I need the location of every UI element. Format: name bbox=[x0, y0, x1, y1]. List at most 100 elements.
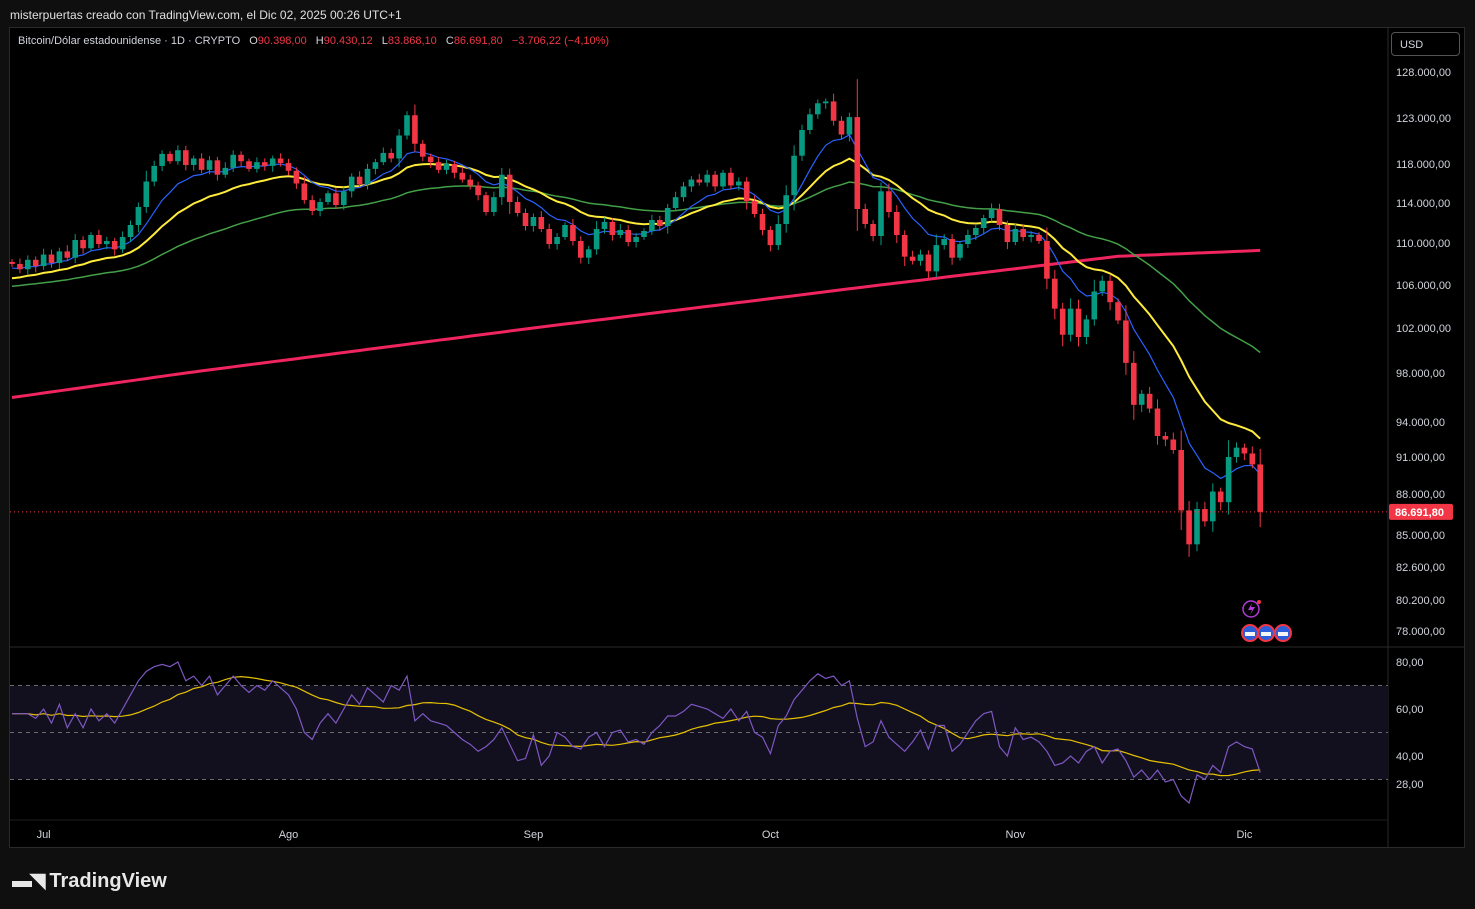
candle[interactable] bbox=[578, 241, 584, 258]
candle[interactable] bbox=[1052, 278, 1058, 309]
candle[interactable] bbox=[633, 237, 639, 242]
candle[interactable] bbox=[483, 195, 489, 212]
candle[interactable] bbox=[341, 191, 347, 205]
candle[interactable] bbox=[807, 114, 813, 130]
candle[interactable] bbox=[728, 172, 734, 186]
candle[interactable] bbox=[862, 209, 868, 224]
candle[interactable] bbox=[32, 259, 39, 267]
candle[interactable] bbox=[104, 241, 110, 245]
candle[interactable] bbox=[538, 217, 545, 229]
candle[interactable] bbox=[657, 220, 663, 226]
candle[interactable] bbox=[973, 228, 979, 235]
candle[interactable] bbox=[720, 172, 726, 187]
candle[interactable] bbox=[767, 230, 774, 246]
candle[interactable] bbox=[1210, 491, 1216, 522]
candle[interactable] bbox=[664, 208, 671, 226]
candle[interactable] bbox=[1075, 308, 1082, 337]
candle[interactable] bbox=[562, 225, 568, 237]
candle[interactable] bbox=[925, 254, 932, 272]
candle[interactable] bbox=[751, 201, 758, 214]
candle[interactable] bbox=[475, 185, 481, 196]
candle[interactable] bbox=[277, 158, 284, 164]
candle[interactable] bbox=[467, 179, 473, 186]
candle[interactable] bbox=[348, 176, 355, 192]
candle[interactable] bbox=[135, 207, 142, 225]
candle[interactable] bbox=[1059, 308, 1066, 335]
candle[interactable] bbox=[40, 254, 47, 267]
candle[interactable] bbox=[127, 225, 134, 237]
candle[interactable] bbox=[1146, 393, 1153, 409]
candle[interactable] bbox=[254, 162, 260, 169]
candle[interactable] bbox=[499, 174, 505, 198]
candle[interactable] bbox=[570, 225, 576, 241]
candle[interactable] bbox=[783, 195, 789, 224]
candle[interactable] bbox=[1257, 464, 1263, 512]
candle[interactable] bbox=[167, 153, 173, 162]
candle[interactable] bbox=[64, 251, 71, 258]
candle[interactable] bbox=[222, 167, 229, 175]
candle[interactable] bbox=[183, 150, 189, 165]
candle[interactable] bbox=[941, 239, 947, 246]
candle[interactable] bbox=[246, 161, 252, 169]
candle[interactable] bbox=[609, 222, 616, 235]
candle[interactable] bbox=[1249, 453, 1256, 465]
candle[interactable] bbox=[1186, 510, 1192, 545]
candle[interactable] bbox=[1083, 319, 1090, 337]
candle[interactable] bbox=[56, 251, 63, 263]
candle[interactable] bbox=[420, 143, 426, 157]
candle[interactable] bbox=[688, 179, 695, 187]
candle[interactable] bbox=[886, 191, 892, 212]
candle[interactable] bbox=[965, 235, 971, 245]
candle[interactable] bbox=[372, 162, 379, 169]
candle[interactable] bbox=[1036, 235, 1042, 241]
candle[interactable] bbox=[522, 213, 529, 226]
symbol-name[interactable]: Bitcoin/Dólar estadounidense · 1D · CRYP… bbox=[18, 35, 241, 47]
candle[interactable] bbox=[917, 254, 924, 261]
candle[interactable] bbox=[388, 152, 394, 159]
candle[interactable] bbox=[830, 101, 837, 121]
candle[interactable] bbox=[427, 156, 434, 163]
candle[interactable] bbox=[759, 214, 766, 230]
candle[interactable] bbox=[1138, 393, 1145, 405]
candle[interactable] bbox=[909, 256, 916, 261]
candle[interactable] bbox=[48, 254, 55, 263]
candle[interactable] bbox=[262, 162, 268, 166]
currency-button[interactable]: USD bbox=[1391, 32, 1460, 56]
candle[interactable] bbox=[1020, 229, 1026, 237]
candle[interactable] bbox=[554, 237, 560, 245]
candle[interactable] bbox=[838, 120, 845, 135]
candle[interactable] bbox=[269, 158, 276, 166]
candle[interactable] bbox=[641, 231, 647, 237]
candle[interactable] bbox=[649, 220, 655, 231]
candle[interactable] bbox=[396, 135, 402, 159]
candle[interactable] bbox=[949, 239, 955, 258]
candle[interactable] bbox=[1012, 229, 1019, 242]
candle[interactable] bbox=[846, 117, 853, 135]
candle[interactable] bbox=[736, 181, 742, 186]
candle[interactable] bbox=[88, 235, 94, 249]
candle[interactable] bbox=[206, 160, 213, 170]
candle[interactable] bbox=[1004, 225, 1011, 242]
candle[interactable] bbox=[506, 174, 513, 203]
candle[interactable] bbox=[996, 209, 1003, 225]
candle[interactable] bbox=[238, 154, 244, 162]
candle[interactable] bbox=[815, 103, 821, 115]
candle[interactable] bbox=[404, 115, 410, 136]
candle[interactable] bbox=[1241, 447, 1248, 454]
candle[interactable] bbox=[1233, 447, 1240, 457]
candle[interactable] bbox=[1107, 280, 1113, 303]
candle[interactable] bbox=[530, 217, 537, 226]
candle[interactable] bbox=[443, 164, 450, 170]
candle[interactable] bbox=[1123, 320, 1129, 363]
candle[interactable] bbox=[119, 237, 126, 250]
candle[interactable] bbox=[980, 218, 987, 228]
candle[interactable] bbox=[743, 181, 750, 202]
candle[interactable] bbox=[1028, 235, 1034, 237]
candle[interactable] bbox=[933, 245, 940, 272]
candle[interactable] bbox=[214, 160, 221, 175]
candle[interactable] bbox=[459, 172, 466, 180]
candle[interactable] bbox=[625, 230, 631, 242]
candle[interactable] bbox=[712, 174, 718, 187]
candle[interactable] bbox=[491, 197, 497, 212]
candle[interactable] bbox=[1091, 291, 1098, 320]
